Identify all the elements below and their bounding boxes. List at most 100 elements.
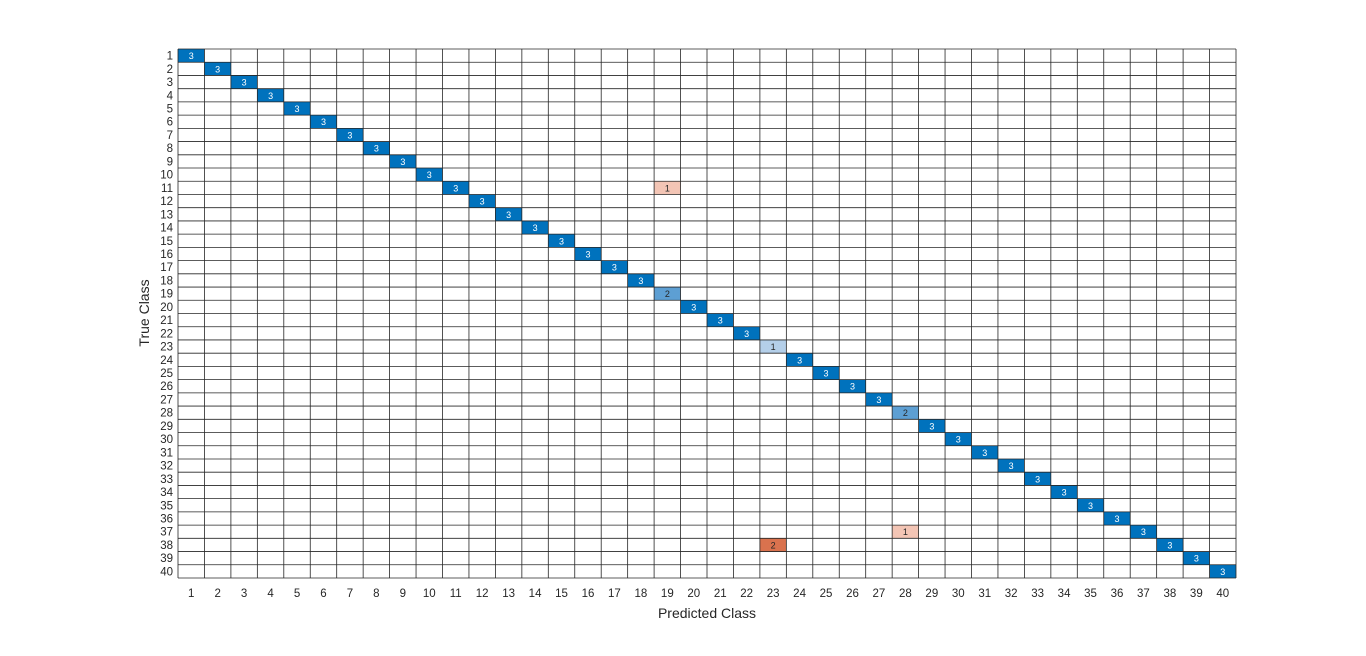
y-tick-label: 34 <box>160 487 173 499</box>
cell-value-label: 1 <box>771 342 776 352</box>
cell-value-label: 3 <box>1009 461 1014 471</box>
x-tick-label: 24 <box>793 588 806 600</box>
y-tick-label: 13 <box>160 209 173 221</box>
x-tick-label: 30 <box>952 588 965 600</box>
matrix-cell-30-30 <box>945 432 972 446</box>
cell-value-label: 3 <box>1167 540 1172 550</box>
matrix-cell-39-39 <box>1183 551 1210 565</box>
x-tick-label: 8 <box>373 588 379 600</box>
cell-value-label: 2 <box>771 540 776 550</box>
y-tick-label: 35 <box>160 500 173 512</box>
y-tick-labels: 1234567891011121314151617181920212223242… <box>160 51 173 579</box>
matrix-cell-28-28 <box>892 406 919 420</box>
matrix-cell-6-6 <box>310 115 337 129</box>
x-tick-label: 38 <box>1163 588 1176 600</box>
cell-value-label: 3 <box>1194 554 1199 564</box>
matrix-cell-32-32 <box>997 458 1025 473</box>
x-tick-label: 5 <box>294 588 300 600</box>
matrix-cell-40-40 <box>1209 564 1236 578</box>
matrix-cell-21-21 <box>707 313 734 327</box>
matrix-cell-9-9 <box>389 154 417 169</box>
y-tick-label: 16 <box>160 249 173 261</box>
cell-value-label: 3 <box>1114 514 1119 524</box>
x-tick-label: 15 <box>555 588 568 600</box>
y-tick-label: 8 <box>167 143 173 155</box>
x-tick-label: 19 <box>661 588 674 600</box>
matrix-cell-7-7 <box>336 128 364 142</box>
matrix-cell-5-5 <box>283 101 311 116</box>
y-tick-label: 25 <box>160 368 173 380</box>
matrix-cell-16-16 <box>574 247 602 261</box>
cell-value-label: 3 <box>347 130 352 140</box>
cell-value-label: 3 <box>453 183 458 193</box>
matrix-cell-22-22 <box>733 326 760 340</box>
y-tick-label: 2 <box>167 64 173 76</box>
matrix-cell-36-36 <box>1103 511 1131 526</box>
y-tick-label: 27 <box>160 394 173 406</box>
x-tick-label: 18 <box>634 588 647 600</box>
cell-value-label: 3 <box>1062 488 1067 498</box>
y-tick-label: 7 <box>167 130 173 142</box>
y-tick-label: 5 <box>167 104 173 116</box>
x-tick-label: 3 <box>241 588 247 600</box>
cell-value-label: 3 <box>956 435 961 445</box>
x-tick-label: 11 <box>450 588 462 600</box>
y-tick-label: 15 <box>160 236 173 248</box>
cell-value-label: 3 <box>1035 474 1040 484</box>
cell-value-label: 3 <box>215 64 220 74</box>
matrix-cell-17-17 <box>601 260 628 274</box>
x-tick-label: 10 <box>423 588 436 600</box>
y-tick-label: 36 <box>160 513 173 525</box>
cell-value-label: 1 <box>903 527 908 537</box>
grid-layer <box>177 48 1237 579</box>
x-tick-label: 28 <box>899 588 912 600</box>
matrix-cell-14-14 <box>521 220 549 235</box>
x-tick-label: 40 <box>1216 588 1229 600</box>
cell-value-label: 3 <box>797 355 802 365</box>
cell-value-label: 3 <box>585 249 590 259</box>
cell-value-label: 3 <box>850 382 855 392</box>
matrix-cell-38-38 <box>1156 538 1184 552</box>
matrix-cell-33-33 <box>1024 472 1051 486</box>
x-tick-label: 37 <box>1137 588 1150 600</box>
matrix-cell-18-18 <box>627 273 655 288</box>
y-tick-label: 18 <box>160 275 173 287</box>
matrix-cell-27-27 <box>865 392 893 407</box>
y-tick-label: 4 <box>167 90 174 102</box>
cell-value-label: 3 <box>1088 501 1093 511</box>
y-tick-label: 23 <box>160 342 173 354</box>
matrix-cell-31-31 <box>971 445 998 459</box>
y-tick-label: 17 <box>160 262 173 274</box>
cell-value-label: 3 <box>480 197 485 207</box>
x-tick-label: 4 <box>267 588 274 600</box>
x-tick-label: 6 <box>320 588 326 600</box>
x-axis-label: Predicted Class <box>658 605 756 621</box>
cell-value-label: 3 <box>268 91 273 101</box>
matrix-cell-2-2 <box>204 62 231 76</box>
cell-value-label: 3 <box>982 448 987 458</box>
cell-value-label: 3 <box>1141 527 1146 537</box>
y-tick-label: 21 <box>160 315 173 327</box>
y-tick-label: 24 <box>160 355 173 367</box>
cell-value-label: 3 <box>242 78 247 88</box>
cells-layer <box>178 49 1236 578</box>
cell-labels-layer: 3 3 3 3 3 3 3 3 3 3 3 1 3 3 3 3 3 3 3 2 3 3 3 1 3 3 3 3 2 3 3 3 3 3 3 3 3 3 1 3… <box>189 51 1226 577</box>
matrix-cell-24-24 <box>786 353 813 367</box>
matrix-cell-37-37 <box>1130 525 1157 539</box>
cell-value-label: 3 <box>691 302 696 312</box>
y-tick-label: 22 <box>160 328 173 340</box>
x-tick-label: 2 <box>214 588 220 600</box>
matrix-cell-4-4 <box>257 88 284 102</box>
x-tick-label: 36 <box>1111 588 1124 600</box>
cell-value-label: 1 <box>665 183 670 193</box>
x-tick-label: 1 <box>188 588 194 600</box>
cell-value-label: 3 <box>1220 567 1225 577</box>
y-tick-label: 31 <box>160 447 173 459</box>
cell-value-label: 3 <box>612 263 617 273</box>
y-tick-label: 20 <box>160 302 173 314</box>
x-tick-label: 13 <box>502 588 515 600</box>
cell-value-label: 3 <box>533 223 538 233</box>
y-tick-label: 10 <box>160 170 173 182</box>
